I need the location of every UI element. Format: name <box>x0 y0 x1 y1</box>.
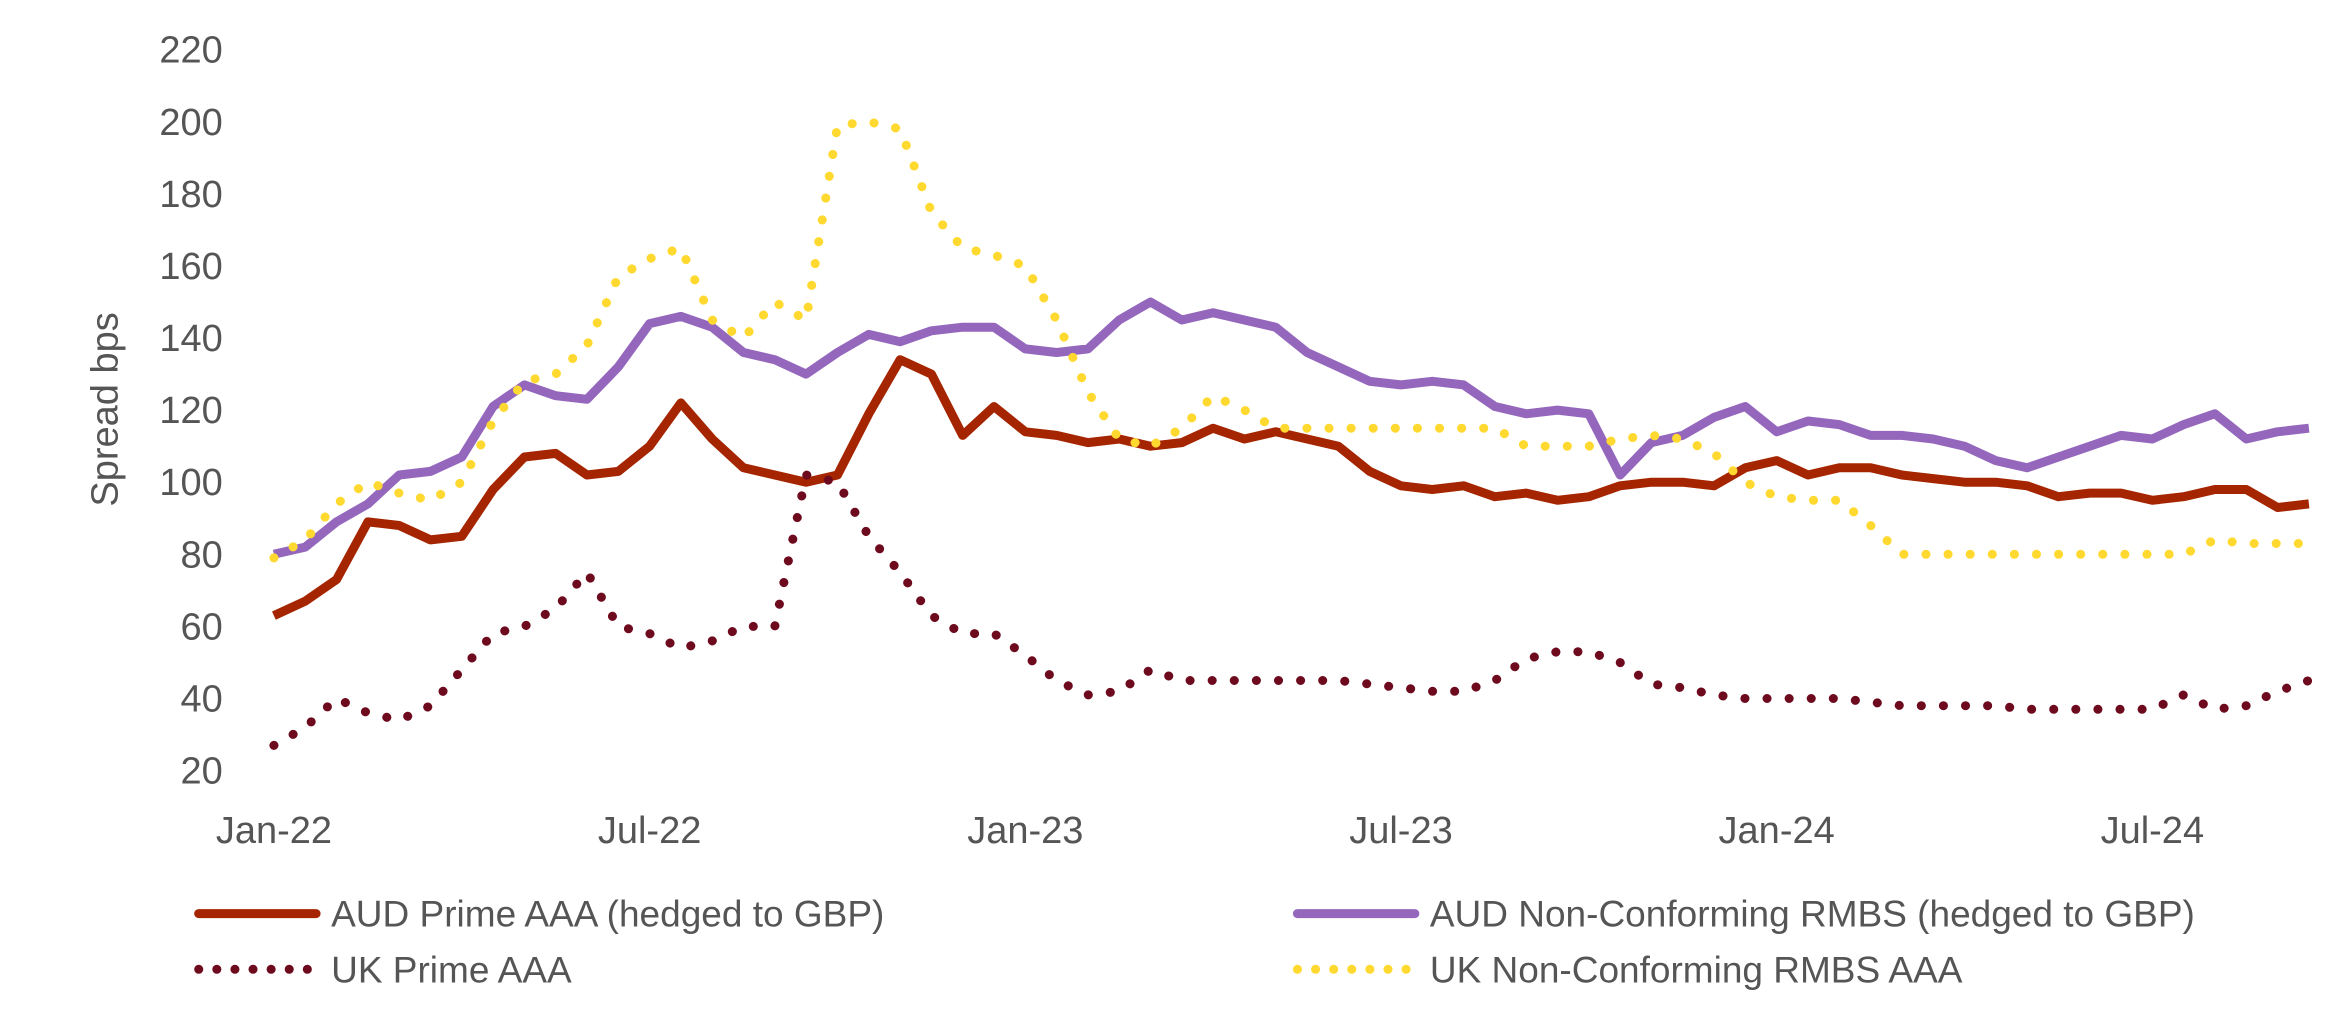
y-tick-label: 80 <box>180 534 222 576</box>
x-tick-label: Jul-24 <box>2101 810 2205 852</box>
series-line-0 <box>272 355 2310 620</box>
y-tick-label: 160 <box>159 246 222 288</box>
y-tick-label: 120 <box>159 390 222 432</box>
legend-item: UK Non-Conforming RMBS AAA <box>1292 949 1963 990</box>
y-tick-label: 220 <box>159 30 222 72</box>
y-tick-label: 40 <box>180 679 222 721</box>
legend-label: AUD Prime AAA (hedged to GBP) <box>331 894 884 935</box>
y-tick-label: 140 <box>159 318 222 360</box>
y-tick-label: 100 <box>159 462 222 504</box>
series-line-2 <box>269 470 2314 750</box>
legend: AUD Prime AAA (hedged to GBP) AUD Non-Con… <box>194 894 2195 990</box>
x-tick-label: Jan-23 <box>967 810 1083 852</box>
series-layer <box>269 117 2314 750</box>
x-tick-label: Jan-24 <box>1719 810 1835 852</box>
legend-label: UK Non-Conforming RMBS AAA <box>1430 949 1963 990</box>
legend-item: UK Prime AAA <box>194 949 572 990</box>
y-axis-ticks: 20 40 60 80 100 120 140 160 180 200 220 <box>159 30 222 793</box>
x-tick-label: Jul-22 <box>598 810 702 852</box>
legend-item: AUD Prime AAA (hedged to GBP) <box>194 894 884 935</box>
legend-label: AUD Non-Conforming RMBS (hedged to GBP) <box>1430 894 2195 935</box>
y-tick-label: 200 <box>159 102 222 144</box>
y-axis-title: Spread bps <box>84 312 126 506</box>
series-line-1 <box>272 297 2310 559</box>
x-tick-label: Jan-22 <box>216 810 332 852</box>
x-axis-ticks: Jan-22 Jul-22 Jan-23 Jul-23 Jan-24 Jul-24 <box>216 810 2204 852</box>
y-tick-label: 180 <box>159 174 222 216</box>
y-tick-label: 60 <box>180 606 222 648</box>
series-line-3 <box>269 117 2314 563</box>
legend-label: UK Prime AAA <box>331 949 572 990</box>
x-tick-label: Jul-23 <box>1349 810 1453 852</box>
y-tick-label: 20 <box>180 751 222 793</box>
legend-item: AUD Non-Conforming RMBS (hedged to GBP) <box>1292 894 2195 935</box>
